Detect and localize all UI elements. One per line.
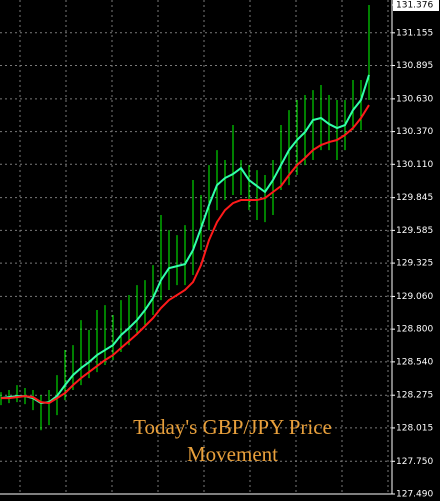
y-tick-label: 130.895 (396, 61, 433, 71)
y-tick-label: 131.376 (396, 1, 433, 11)
y-tick-label: 130.630 (396, 94, 433, 104)
y-tick-label: 130.370 (396, 127, 433, 137)
y-tick-label: 128.015 (396, 423, 433, 433)
y-tick-label: 129.325 (396, 259, 433, 269)
y-tick-label: 127.750 (396, 457, 433, 467)
time-grid (19, 0, 389, 494)
moving-average (1, 104, 370, 405)
moving-average (0, 74, 370, 405)
y-tick-label: 129.060 (396, 292, 433, 302)
price-box (393, 0, 439, 11)
y-tick-label: 128.800 (396, 325, 433, 335)
y-tick-label: 130.110 (396, 160, 433, 170)
y-tick-label: 129.585 (396, 226, 433, 236)
y-tick-label: 128.540 (396, 357, 433, 367)
annotation: Today's GBP/JPY Price Movement (133, 415, 332, 466)
y-tick-label: 131.155 (396, 28, 433, 38)
y-tick-label: 129.845 (396, 193, 433, 203)
y-tick-label: 128.275 (396, 391, 433, 401)
y-tick-label: 127.490 (396, 490, 433, 500)
